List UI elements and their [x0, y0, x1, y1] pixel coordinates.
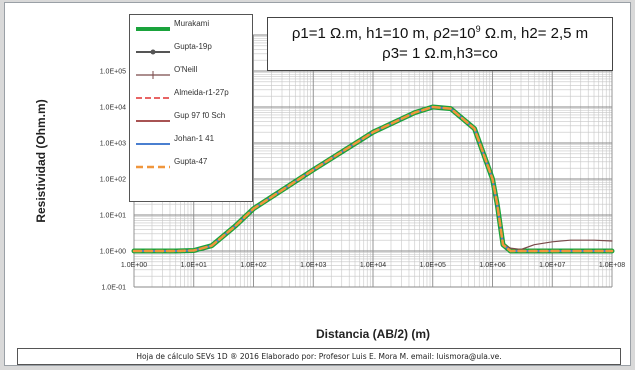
legend-label: Gupta-19p	[174, 42, 212, 51]
x-tick-label: 1.0E+08	[599, 262, 625, 269]
legend-marker	[150, 49, 156, 55]
y-tick-label: 1.0E+00	[100, 249, 126, 256]
y-tick-labels: 1.0E-01 1.0E+00 1.0E+01 1.0E+02 1.0E+03 1.0E+…	[100, 69, 126, 292]
legend-swatch-gup-97	[136, 120, 170, 122]
chart-window: 1.0E+00 1.0E+01 1.0E+02 1.0E+03 1.0E+04 1.0E+…	[4, 2, 631, 366]
parameters-exponent: 9	[475, 24, 481, 34]
x-tick-label: 1.0E+04	[360, 262, 386, 269]
legend: Murakami Gupta-19p O'Neill Almeida-r1-27…	[129, 14, 253, 202]
parameters-line1-text: ρ1=1 Ω.m, h1=10 m, ρ2=10	[291, 25, 476, 42]
series-line-6	[132, 105, 614, 253]
x-tick-labels: 1.0E+00 1.0E+01 1.0E+02 1.0E+03 1.0E+04 1.0E+…	[121, 262, 625, 269]
x-tick-label: 1.0E+06	[479, 262, 505, 269]
parameters-box: ρ1=1 Ω.m, h1=10 m, ρ2=109 Ω.m, h2= 2,5 m…	[267, 17, 613, 71]
legend-swatch-almeida	[136, 97, 170, 99]
parameters-line1-tail: Ω.m, h2= 2,5 m	[480, 25, 589, 42]
series-layer	[131, 104, 615, 254]
x-tick-label: 1.0E+03	[300, 262, 326, 269]
y-tick-label: 1.0E+03	[100, 141, 126, 148]
legend-item: O'Neill	[130, 64, 252, 87]
x-tick-label: 1.0E+01	[181, 262, 207, 269]
y-tick-label: 1.0E+01	[100, 213, 126, 220]
x-axis-title: Distancia (AB/2) (m)	[316, 327, 430, 341]
legend-swatch-gupta-47	[136, 165, 170, 169]
x-tick-label: 1.0E+07	[539, 262, 565, 269]
x-tick-label: 1.0E+00	[121, 262, 147, 269]
y-tick-label: 1.0E+05	[100, 69, 126, 76]
legend-swatch-johan	[136, 143, 170, 145]
legend-swatch-oneill	[136, 71, 170, 79]
footer-credit: Hoja de cálculo SEVs 1D ® 2016 Elaborado…	[17, 348, 621, 365]
y-axis-title: Resistividad (Ohm.m)	[34, 99, 48, 222]
legend-item: Murakami	[130, 18, 252, 41]
legend-label: Almeida-r1-27p	[174, 88, 229, 97]
parameters-line1: ρ1=1 Ω.m, h1=10 m, ρ2=109 Ω.m, h2= 2,5 m	[268, 24, 612, 42]
parameters-line2: ρ3= 1 Ω.m,h3=co	[382, 45, 498, 62]
legend-swatch-murakami	[136, 27, 170, 31]
y-tick-label: 1.0E-01	[101, 285, 126, 292]
legend-label: Murakami	[174, 19, 210, 28]
x-tick-label: 1.0E+05	[420, 262, 446, 269]
legend-item: Almeida-r1-27p	[130, 87, 252, 110]
legend-swatch-gupta-19p	[136, 49, 170, 55]
legend-item: Johan-1 41	[130, 133, 252, 156]
legend-label: Johan-1 41	[174, 134, 215, 143]
legend-item: Gupta-19p	[130, 41, 252, 64]
y-tick-label: 1.0E+02	[100, 177, 126, 184]
legend-item: Gupta-47	[130, 156, 252, 179]
legend-label: Gupta-47	[174, 157, 208, 166]
legend-label: O'Neill	[174, 65, 198, 74]
legend-item: Gup 97 f0 Sch	[130, 110, 252, 133]
legend-label: Gup 97 f0 Sch	[174, 111, 226, 120]
x-tick-label: 1.0E+02	[240, 262, 266, 269]
y-tick-label: 1.0E+04	[100, 105, 126, 112]
